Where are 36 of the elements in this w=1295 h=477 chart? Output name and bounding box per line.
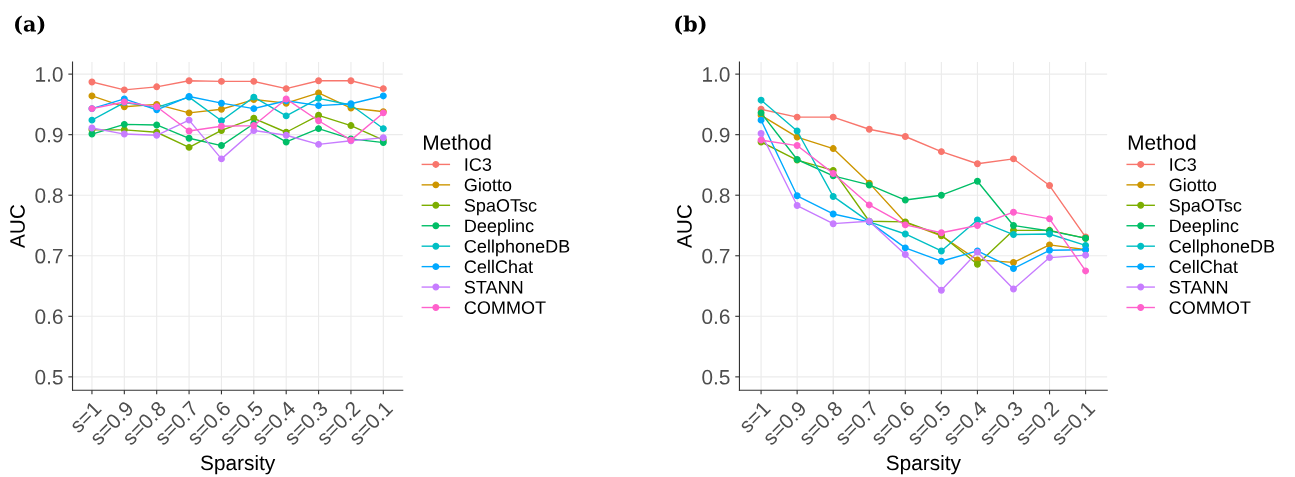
legend-label: STANN — [464, 280, 523, 294]
chart-title: (b) — [675, 15, 706, 35]
legend-label: Giotto — [1169, 178, 1217, 192]
legend-label: CellphoneDB — [464, 239, 570, 257]
legend-label: SpaOTsc — [464, 199, 537, 216]
x-axis-title: Sparsity — [886, 454, 961, 475]
chart-title: (a) — [15, 15, 45, 35]
legend-label: SpaOTsc — [1169, 199, 1242, 216]
legend-label: IC3 — [1170, 158, 1196, 171]
legend-label: CellphoneDB — [1169, 239, 1275, 257]
y-tick-label: 0.8 — [35, 188, 63, 203]
y-tick-label: 0.6 — [35, 309, 63, 325]
legend-label: Giotto — [464, 178, 512, 192]
legend-label: COMMOT — [464, 301, 546, 315]
y-tick-label: 0.5 — [702, 369, 730, 385]
legend-label: CellChat — [464, 259, 533, 274]
x-axis-title: Sparsity — [200, 454, 276, 475]
y-axis-title: AUC — [677, 204, 692, 249]
y-tick-label: 1.0 — [36, 67, 63, 82]
legend-title: Method — [1128, 134, 1196, 150]
legend-title: Method — [424, 134, 491, 150]
y-tick-label: 0.7 — [702, 248, 730, 264]
y-tick-label: 0.6 — [702, 309, 730, 325]
legend-label: STANN — [1169, 280, 1228, 294]
y-axis-title: AUC — [10, 204, 25, 249]
legend-label: IC3 — [465, 158, 492, 171]
y-tick-label: 1.0 — [703, 67, 730, 82]
legend-label: Deeplinc — [1170, 218, 1239, 236]
legend-label: COMMOT — [1169, 301, 1251, 315]
y-tick-label: 0.5 — [35, 369, 63, 385]
y-tick-label: 0.7 — [35, 248, 63, 264]
y-tick-label: 0.8 — [702, 188, 730, 203]
legend-label: Deeplinc — [465, 218, 534, 236]
legend-label: CellChat — [1169, 259, 1238, 274]
y-tick-label: 0.9 — [702, 127, 730, 143]
y-tick-label: 0.9 — [35, 127, 63, 143]
